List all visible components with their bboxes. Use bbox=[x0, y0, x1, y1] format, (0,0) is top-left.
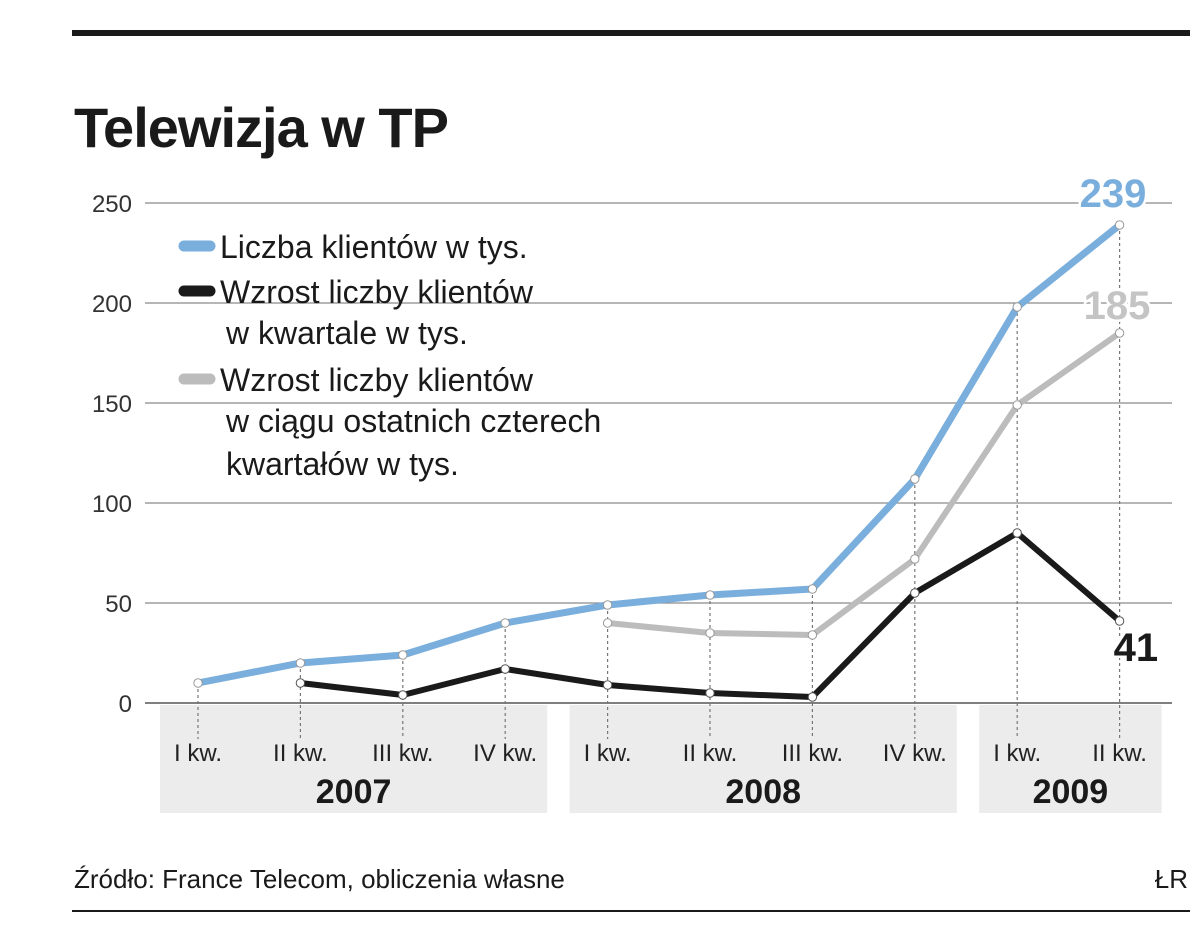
year-label: 2008 bbox=[725, 773, 801, 811]
y-tick-label: 100 bbox=[92, 491, 132, 518]
data-point bbox=[705, 590, 715, 600]
data-point bbox=[602, 680, 613, 690]
source-note: Źródło: France Telecom, obliczenia własn… bbox=[74, 864, 565, 894]
data-point bbox=[1114, 616, 1125, 626]
x-tick-label: II kw. bbox=[1092, 740, 1147, 767]
data-point bbox=[807, 692, 818, 702]
data-point bbox=[500, 618, 510, 628]
data-label: 239 bbox=[1080, 172, 1147, 216]
data-label: 41 bbox=[1114, 626, 1159, 670]
data-point bbox=[705, 628, 715, 638]
data-point bbox=[807, 584, 818, 594]
data-point bbox=[398, 650, 408, 660]
author-initials: ŁR bbox=[1154, 864, 1188, 894]
top-rule bbox=[72, 30, 1190, 36]
series-line bbox=[194, 221, 1124, 687]
data-point bbox=[295, 658, 306, 668]
legend-label: Liczba klientów w tys. bbox=[220, 229, 528, 265]
year-band bbox=[979, 705, 1162, 813]
x-tick-label: IV kw. bbox=[883, 740, 947, 767]
data-point bbox=[602, 618, 613, 628]
year-label: 2009 bbox=[1033, 773, 1109, 811]
data-point bbox=[910, 554, 920, 564]
x-tick-label: I kw. bbox=[584, 740, 632, 767]
data-label: 185 bbox=[1084, 284, 1151, 328]
data-point bbox=[807, 630, 818, 640]
data-point bbox=[500, 664, 510, 674]
data-point bbox=[193, 678, 203, 688]
x-tick-label: II kw. bbox=[683, 740, 738, 767]
legend-label: w kwartale w tys. bbox=[225, 315, 468, 351]
legend-label: kwartałów w tys. bbox=[226, 446, 459, 482]
y-tick-label: 200 bbox=[92, 291, 132, 318]
x-tick-label: IV kw. bbox=[473, 740, 537, 767]
y-tick-label: 0 bbox=[119, 691, 132, 718]
chart-title: Telewizja w TP bbox=[74, 96, 449, 159]
legend-label: Wzrost liczby klientów bbox=[220, 274, 534, 310]
x-tick-label: III kw. bbox=[372, 740, 433, 767]
data-point bbox=[1012, 302, 1022, 312]
x-tick-label: I kw. bbox=[174, 740, 222, 767]
y-tick-label: 150 bbox=[92, 391, 132, 418]
year-band bbox=[569, 705, 957, 813]
series-line bbox=[604, 330, 1123, 638]
bottom-rule bbox=[72, 910, 1190, 912]
y-tick-label: 250 bbox=[92, 191, 132, 218]
data-point bbox=[705, 688, 715, 698]
legend-label: w ciągu ostatnich czterech bbox=[225, 403, 601, 439]
data-point bbox=[910, 474, 920, 484]
data-point bbox=[1012, 528, 1022, 538]
x-tick-label: II kw. bbox=[273, 740, 328, 767]
year-band bbox=[160, 705, 548, 813]
y-tick-label: 50 bbox=[105, 591, 132, 618]
year-label: 2007 bbox=[316, 773, 392, 811]
x-tick-label: III kw. bbox=[782, 740, 843, 767]
legend-label: Wzrost liczby klientów bbox=[220, 362, 534, 398]
data-point bbox=[295, 678, 306, 688]
x-tick-label: I kw. bbox=[993, 740, 1041, 767]
data-point bbox=[1114, 328, 1125, 338]
data-point bbox=[910, 588, 920, 598]
data-point bbox=[398, 690, 408, 700]
data-point bbox=[1012, 400, 1022, 410]
data-point bbox=[602, 600, 613, 610]
data-point bbox=[1114, 220, 1125, 230]
